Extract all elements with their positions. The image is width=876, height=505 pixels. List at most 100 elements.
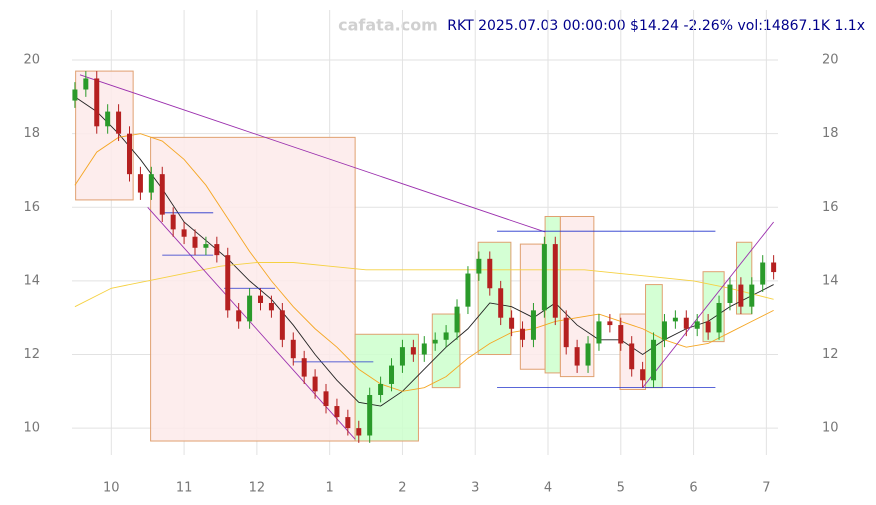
candle-body: [137, 174, 143, 193]
candle-body: [563, 317, 569, 348]
candle-body: [509, 317, 515, 329]
y-tick-label-right: 20: [822, 53, 839, 68]
y-tick-label: 14: [23, 273, 40, 288]
candle-body: [498, 288, 504, 318]
candle-body: [596, 321, 602, 344]
candle-body: [214, 244, 220, 256]
candle-body: [520, 328, 526, 340]
candle-body: [410, 347, 416, 355]
candle-body: [432, 339, 438, 344]
candle-body: [389, 365, 395, 384]
x-tick-label: 2: [398, 481, 406, 496]
candle-body: [771, 262, 777, 273]
y-tick-label: 20: [23, 53, 40, 68]
candle-body: [290, 339, 296, 359]
indicator-line: [74, 96, 774, 407]
candle-body: [225, 255, 231, 311]
candle-body: [83, 78, 89, 90]
candle-body: [258, 295, 264, 303]
candle-body: [574, 347, 580, 366]
candle-body: [345, 417, 351, 429]
candle-body: [367, 395, 373, 436]
x-tick-label: 1: [326, 481, 334, 496]
candle-body: [421, 343, 427, 355]
candle-body: [727, 284, 733, 303]
candle-body: [694, 321, 700, 329]
y-tick-label-right: 14: [822, 273, 839, 288]
zone-box: [75, 70, 134, 201]
candle-body: [236, 310, 242, 322]
candle-body: [399, 347, 405, 366]
candle-body: [541, 244, 547, 311]
x-tick-label: 3: [471, 481, 479, 496]
indicator-line: [642, 221, 774, 388]
candle-body: [181, 229, 187, 237]
zone-box: [150, 136, 356, 442]
chart-title: RKT 2025.07.03 00:00:00 $14.24 -2.26% vo…: [447, 18, 865, 34]
candle-body: [454, 306, 460, 333]
candle-body: [192, 236, 198, 248]
candle-body: [334, 406, 340, 418]
candle-body: [672, 317, 678, 322]
y-tick-label-right: 18: [822, 126, 839, 141]
candle-body: [738, 284, 744, 307]
candle-body: [651, 339, 657, 381]
candle-body: [323, 391, 329, 407]
candle-body: [552, 244, 558, 318]
zone-box: [477, 241, 512, 356]
zone-box: [354, 333, 419, 442]
candle-body: [203, 244, 209, 248]
watermark: cafata.com: [338, 16, 438, 35]
candle-body: [661, 321, 667, 340]
candle-body: [247, 295, 253, 322]
x-tick-label: 6: [689, 481, 697, 496]
y-tick-label-right: 16: [822, 200, 839, 215]
candle-body: [94, 78, 100, 127]
candle-body: [356, 428, 362, 436]
x-tick-label: 10: [103, 481, 120, 496]
zone-box: [544, 215, 561, 374]
x-tick-label: 4: [544, 481, 552, 496]
candle-body: [443, 332, 449, 340]
indicator-line: [74, 133, 774, 392]
candle-body: [268, 302, 274, 311]
candle-body: [629, 343, 635, 370]
candle-body: [72, 89, 78, 101]
y-tick-label: 12: [23, 347, 40, 362]
candle-body: [760, 262, 766, 285]
candle-body: [148, 174, 154, 193]
x-tick-label: 7: [762, 481, 770, 496]
candle-body: [716, 302, 722, 333]
indicator-line: [147, 206, 356, 440]
candle-body: [465, 273, 471, 307]
candle-body: [618, 325, 624, 344]
y-tick-label: 10: [23, 421, 40, 436]
x-tick-label: 12: [249, 481, 266, 496]
candle-body: [585, 343, 591, 366]
candle-body: [312, 376, 318, 392]
candle-body: [116, 111, 122, 134]
candle-body: [705, 321, 711, 333]
candle-body: [301, 358, 307, 377]
x-tick-label: 5: [617, 481, 625, 496]
y-tick-label-right: 12: [822, 347, 839, 362]
y-tick-label: 16: [23, 200, 40, 215]
y-tick-label: 18: [23, 126, 40, 141]
candle-body: [105, 111, 111, 127]
candle-body: [530, 310, 536, 340]
candle-body: [378, 383, 384, 396]
candle-body: [749, 284, 755, 307]
zone-box: [519, 243, 546, 370]
candle-body: [683, 317, 689, 329]
candle-body: [487, 258, 493, 289]
candle-body: [170, 214, 176, 230]
candle-body: [640, 369, 646, 381]
candle-body: [607, 321, 613, 326]
indicator-line: [79, 74, 546, 233]
x-tick-label: 11: [176, 481, 193, 496]
candle-body: [476, 258, 482, 274]
indicator-line: [74, 262, 774, 308]
candle-body: [159, 174, 165, 215]
y-tick-label-right: 10: [822, 421, 839, 436]
